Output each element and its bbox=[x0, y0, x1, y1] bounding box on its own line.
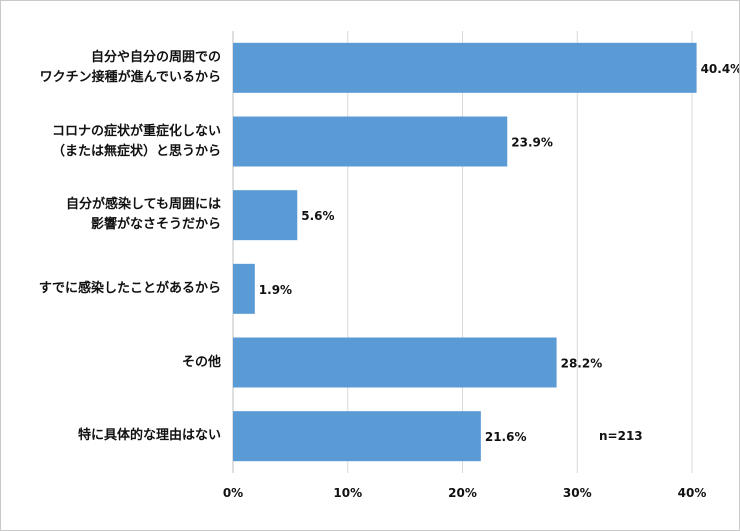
category-label: 特に具体的な理由はない bbox=[77, 428, 221, 444]
category-label: コロナの症状が重症化しない （または無症状）と思うから bbox=[51, 123, 221, 159]
category-label: その他 bbox=[181, 354, 221, 370]
category-label: 自分や自分の周囲での ワクチン接種が進んでいるから bbox=[39, 49, 221, 85]
x-tick-label: 10% bbox=[333, 486, 362, 500]
bar bbox=[233, 337, 557, 388]
x-tick-label: 30% bbox=[563, 486, 592, 500]
data-label: 1.9% bbox=[259, 283, 292, 297]
sample-size-note: n=213 bbox=[599, 429, 643, 443]
data-label: 23.9% bbox=[511, 136, 553, 150]
x-tick-label: 0% bbox=[223, 486, 243, 500]
bar bbox=[233, 42, 697, 93]
bar bbox=[233, 263, 255, 314]
bar bbox=[233, 411, 481, 462]
category-label: すでに感染したことがあるから bbox=[38, 280, 221, 296]
data-label: 5.6% bbox=[301, 209, 334, 223]
data-label: 21.6% bbox=[485, 430, 527, 444]
data-label: 28.2% bbox=[561, 357, 603, 371]
x-tick-label: 20% bbox=[448, 486, 477, 500]
bar bbox=[233, 190, 298, 241]
category-label: 自分が感染しても周囲には 影響がなさそうだから bbox=[66, 197, 221, 233]
data-label: 40.4% bbox=[701, 62, 739, 76]
x-tick-label: 40% bbox=[678, 486, 707, 500]
bar bbox=[233, 116, 508, 167]
